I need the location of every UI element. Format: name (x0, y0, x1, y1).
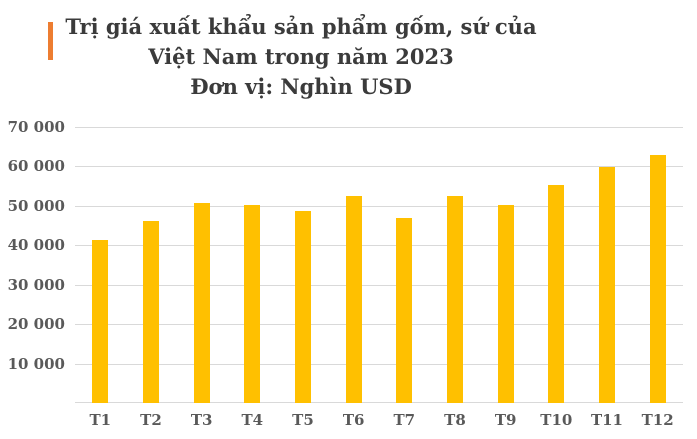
y-axis-tick-label: 50 000 (7, 196, 65, 215)
bar-T1 (92, 240, 109, 403)
y-axis-tick-label: 60 000 (7, 157, 65, 176)
y-axis-tick-label: 30 000 (7, 275, 65, 294)
bar-T12 (649, 155, 666, 403)
gridline (75, 205, 683, 207)
x-axis-tick-label: T3 (190, 411, 213, 429)
title-line-3: Đơn vị: Nghìn USD (190, 74, 412, 99)
bar-T11 (599, 167, 615, 403)
gridline (75, 363, 683, 365)
gridline (75, 324, 683, 326)
bar-T9 (497, 205, 514, 403)
y-axis-tick-label: 70 000 (7, 118, 65, 136)
title-line-1: Trị giá xuất khẩu sản phẩm gốm, sứ của (65, 14, 537, 39)
x-axis-tick-label: T11 (590, 411, 623, 429)
bar-T6 (345, 196, 362, 403)
x-axis-tick-label: T4 (241, 411, 264, 429)
gridline (75, 245, 683, 247)
gridline (75, 127, 683, 128)
y-axis-tick-label: 10 000 (7, 354, 65, 373)
title-line-2: Việt Nam trong năm 2023 (148, 44, 454, 69)
x-axis-tick-label: T10 (540, 411, 573, 429)
gridline (75, 166, 683, 168)
x-axis-tick-label: T1 (89, 411, 112, 429)
x-axis-tick-label: T8 (444, 411, 466, 429)
x-axis-tick-label: T5 (292, 411, 314, 429)
x-axis-tick-label: T12 (641, 411, 674, 429)
x-axis-tick-label: T2 (140, 411, 162, 429)
gridline (75, 284, 683, 286)
x-axis-tick-label: T6 (342, 411, 365, 429)
title-accent-bar (48, 22, 53, 60)
x-axis-tick-label: T9 (494, 411, 517, 429)
plot-area: 10 000 20 000 30 000 40 000 50 000 60 000 70 0… (8, 118, 683, 429)
bar-T4 (244, 205, 261, 403)
chart-title: Trị giá xuất khẩu sản phẩm gốm, sứ của V… (56, 12, 546, 102)
bar-T5 (295, 211, 311, 403)
bar-T3 (193, 203, 210, 403)
bar-T10 (548, 185, 565, 403)
bar-T7 (396, 218, 413, 403)
bar-T2 (143, 221, 159, 403)
x-axis-line (75, 402, 683, 403)
y-axis-tick-label: 40 000 (7, 236, 65, 255)
x-axis-tick-label: T7 (393, 411, 416, 429)
y-axis-tick-label: 20 000 (7, 315, 65, 334)
bar-T8 (447, 196, 463, 403)
